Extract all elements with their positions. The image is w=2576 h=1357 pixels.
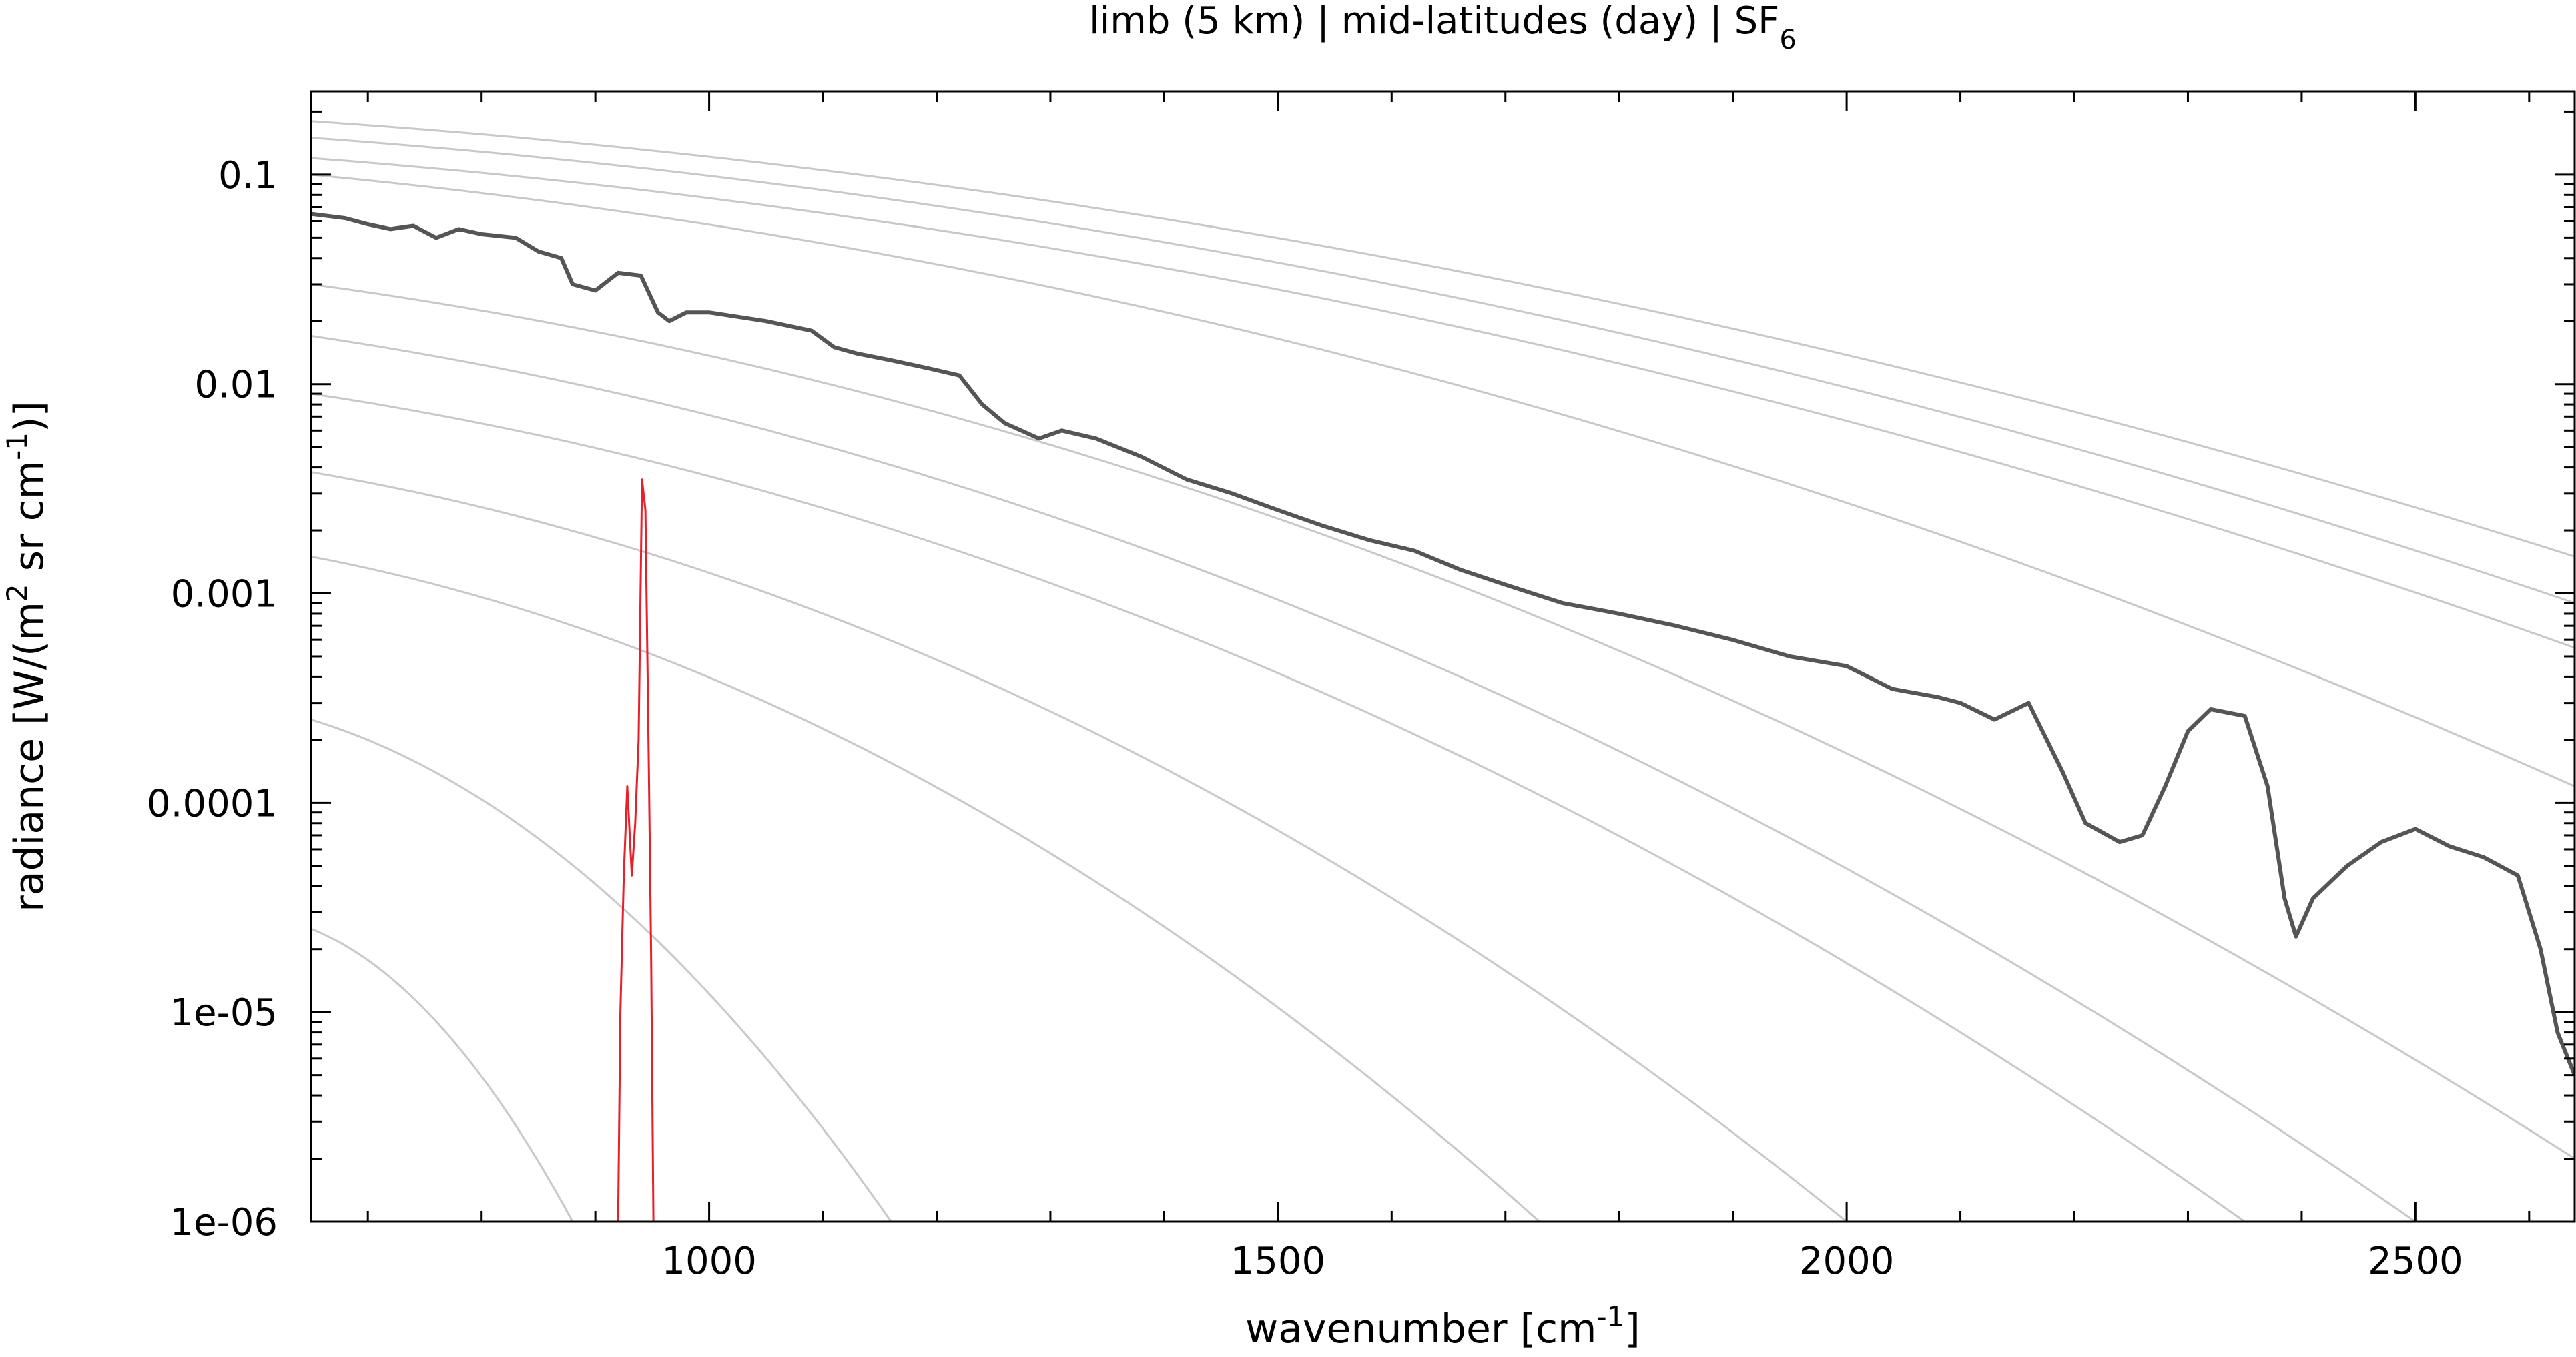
reference-curve-5 [311, 283, 2575, 1160]
reference-curves [311, 120, 2575, 1222]
y-tick-label-0.0001: 0.0001 [147, 782, 278, 825]
reference-curve-10 [311, 719, 892, 1222]
y-axis-label-superscript-1: 2 [1, 584, 33, 602]
x-tick-label-2000: 2000 [1799, 1240, 1895, 1283]
y-axis-label-text: radiance [W/(m [6, 602, 53, 912]
y-tick-label-1e-05: 1e-05 [170, 991, 278, 1035]
y-tick-label-1e-06: 1e-06 [170, 1201, 278, 1244]
reference-curve-3 [311, 157, 2575, 649]
series-layer [311, 211, 2575, 1222]
x-axis-label: wavenumber [cm-1] [1245, 1300, 1640, 1353]
x-axis-label-close: ] [1624, 1306, 1640, 1352]
y-axis-label-middle: sr cm [6, 460, 53, 584]
y-tick-label-0.1: 0.1 [218, 154, 278, 197]
x-tick-label-2500: 2500 [2368, 1240, 2463, 1283]
y-tick-labels: 1e-06 1e-05 0.0001 0.001 0.01 0.1 [147, 154, 278, 1244]
reference-curve-2 [311, 137, 2575, 604]
x-tick-label-1000: 1000 [661, 1240, 757, 1283]
y-tick-label-0.001: 0.001 [171, 573, 278, 616]
y-axis-label-close: )] [6, 401, 53, 432]
chart-title: limb (5 km) | mid-latitudes (day) | SF6 [1089, 0, 1797, 55]
reference-curve-6 [311, 334, 2417, 1222]
x-axis-label-superscript: -1 [1597, 1300, 1625, 1333]
y-axis-label-superscript-2: -1 [1, 432, 33, 460]
reference-curve-7 [311, 392, 2246, 1222]
reference-curve-9 [311, 555, 1540, 1222]
reference-curve-8 [311, 471, 1848, 1222]
plot-frame [310, 90, 2576, 1223]
series-spectrum-line [311, 211, 2575, 1076]
title-subscript: 6 [1779, 25, 1796, 55]
y-tick-label-0.01: 0.01 [194, 364, 278, 407]
x-tick-labels: 1000 1500 2000 2500 [661, 1240, 2463, 1283]
x-tick-label-1500: 1500 [1231, 1240, 1326, 1283]
y-axis-label: radiance [W/(m2 sr cm-1)] [1, 401, 53, 912]
series-highlight-line [617, 478, 655, 1222]
x-axis-label-text: wavenumber [cm [1245, 1306, 1596, 1352]
reference-curve-4 [311, 173, 2575, 787]
title-main: limb (5 km) | mid-latitudes (day) | SF [1089, 0, 1779, 43]
reference-curve-11 [311, 927, 574, 1222]
reference-curve-1 [311, 120, 2575, 558]
tick-marks [311, 91, 2575, 1223]
